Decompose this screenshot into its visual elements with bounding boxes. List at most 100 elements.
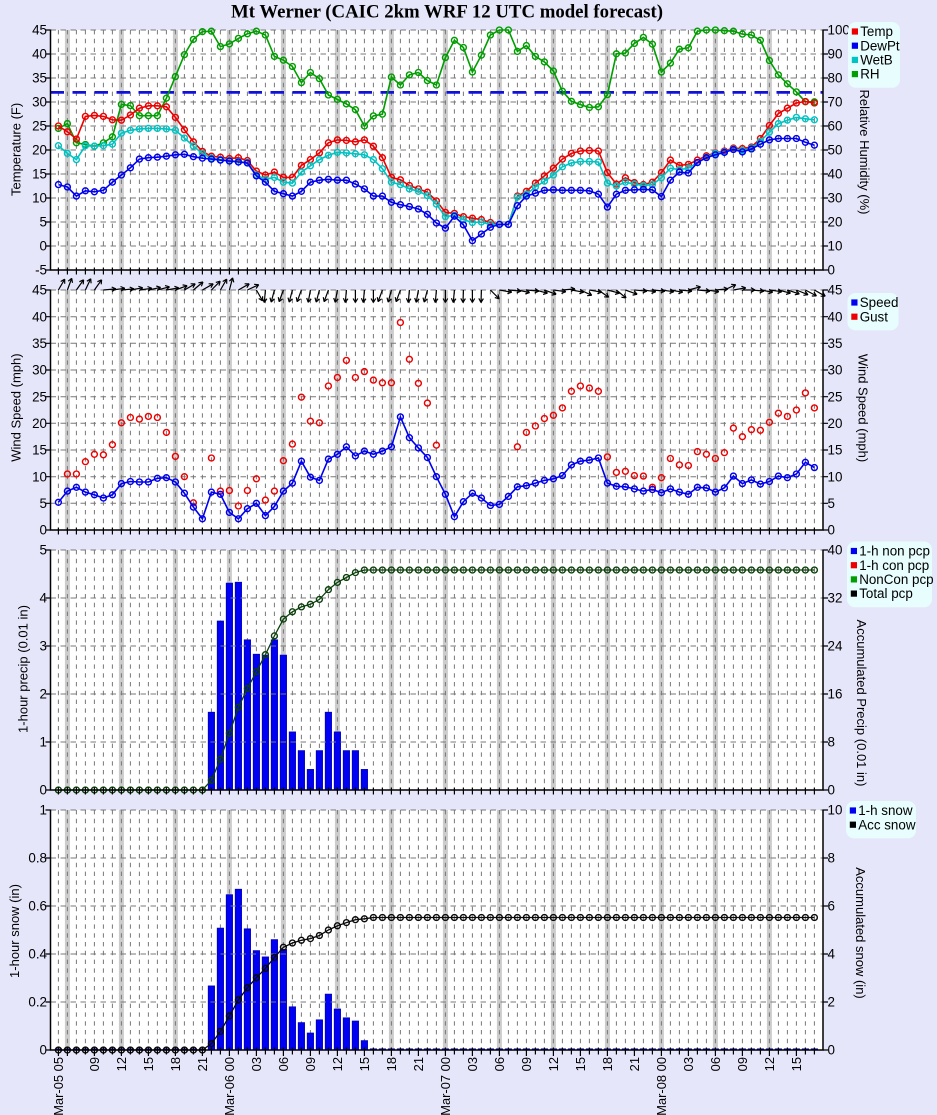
svg-text:0: 0 [828, 1043, 835, 1058]
svg-text:WetB: WetB [860, 53, 893, 68]
svg-text:0: 0 [40, 1043, 47, 1058]
svg-text:3: 3 [40, 639, 47, 654]
svg-text:24: 24 [828, 639, 843, 654]
svg-text:25: 25 [32, 119, 47, 134]
svg-text:03: 03 [681, 1057, 696, 1071]
svg-text:10: 10 [828, 239, 843, 254]
svg-text:10: 10 [32, 469, 47, 484]
svg-text:35: 35 [32, 71, 47, 86]
svg-text:100: 100 [828, 23, 850, 38]
svg-text:0.6: 0.6 [28, 899, 47, 914]
svg-text:09: 09 [303, 1057, 318, 1071]
svg-text:Wind Speed (mph): Wind Speed (mph) [855, 354, 870, 462]
svg-text:30: 30 [32, 95, 47, 110]
svg-text:60: 60 [828, 119, 843, 134]
svg-text:1-h non pcp: 1-h non pcp [859, 544, 930, 559]
svg-text:80: 80 [828, 71, 843, 86]
svg-text:Temp: Temp [860, 24, 893, 39]
svg-text:25: 25 [828, 389, 843, 404]
svg-text:20: 20 [32, 416, 47, 431]
svg-text:15: 15 [141, 1057, 156, 1071]
svg-text:8: 8 [828, 735, 835, 750]
svg-text:15: 15 [32, 167, 47, 182]
svg-text:06: 06 [492, 1057, 507, 1071]
svg-text:1: 1 [40, 735, 47, 750]
svg-text:45: 45 [32, 23, 47, 38]
svg-text:1-hour precip (0.01 in): 1-hour precip (0.01 in) [16, 605, 31, 733]
svg-text:5: 5 [40, 543, 47, 558]
svg-text:2: 2 [828, 995, 835, 1010]
svg-text:70: 70 [828, 95, 843, 110]
svg-text:45: 45 [32, 283, 47, 298]
svg-text:-5: -5 [35, 263, 47, 278]
svg-text:20: 20 [828, 416, 843, 431]
svg-text:6: 6 [828, 899, 835, 914]
svg-text:12: 12 [762, 1057, 777, 1071]
svg-text:50: 50 [828, 143, 843, 158]
svg-text:32: 32 [828, 591, 843, 606]
svg-text:40: 40 [32, 309, 47, 324]
svg-text:40: 40 [32, 47, 47, 62]
svg-text:0: 0 [40, 783, 47, 798]
svg-text:20: 20 [32, 143, 47, 158]
svg-text:0.2: 0.2 [28, 995, 47, 1010]
svg-text:25: 25 [32, 389, 47, 404]
svg-text:15: 15 [357, 1057, 372, 1071]
svg-text:18: 18 [600, 1057, 615, 1071]
svg-text:1-hour snow (in): 1-hour snow (in) [7, 884, 22, 978]
svg-text:30: 30 [32, 363, 47, 378]
svg-text:Mt Werner (CAIC 2km WRF 12 UTC: Mt Werner (CAIC 2km WRF 12 UTC model for… [231, 2, 663, 23]
svg-text:0: 0 [828, 783, 835, 798]
svg-text:5: 5 [40, 496, 47, 511]
svg-text:21: 21 [195, 1057, 210, 1071]
svg-text:18: 18 [168, 1057, 183, 1071]
svg-text:09: 09 [735, 1057, 750, 1071]
svg-text:21: 21 [411, 1057, 426, 1071]
svg-text:Mar-06 00: Mar-06 00 [222, 1057, 237, 1115]
svg-text:06: 06 [276, 1057, 291, 1071]
svg-text:16: 16 [828, 687, 843, 702]
svg-text:09: 09 [87, 1057, 102, 1071]
svg-text:0.8: 0.8 [28, 851, 47, 866]
svg-text:Mar-05 05: Mar-05 05 [51, 1057, 66, 1115]
svg-text:40: 40 [828, 543, 843, 558]
svg-text:1: 1 [40, 803, 47, 818]
svg-text:4: 4 [828, 947, 836, 962]
svg-text:15: 15 [573, 1057, 588, 1071]
svg-text:Mar-07 00: Mar-07 00 [438, 1057, 453, 1115]
svg-text:03: 03 [249, 1057, 264, 1071]
svg-text:21: 21 [627, 1057, 642, 1071]
svg-text:NonCon pcp: NonCon pcp [859, 572, 933, 587]
svg-text:4: 4 [40, 591, 48, 606]
svg-text:5: 5 [40, 215, 47, 230]
svg-text:15: 15 [32, 443, 47, 458]
svg-text:90: 90 [828, 47, 843, 62]
svg-text:5: 5 [828, 496, 835, 511]
svg-text:1-h snow: 1-h snow [858, 803, 913, 818]
svg-text:40: 40 [828, 167, 843, 182]
svg-text:03: 03 [465, 1057, 480, 1071]
svg-text:Accumulated Precip (0.01 in): Accumulated Precip (0.01 in) [854, 620, 869, 787]
svg-text:Temperature (F): Temperature (F) [9, 103, 24, 196]
svg-text:20: 20 [828, 215, 843, 230]
svg-text:Mar-08 00: Mar-08 00 [654, 1057, 669, 1115]
svg-text:06: 06 [708, 1057, 723, 1071]
svg-text:Gust: Gust [860, 309, 889, 324]
svg-text:18: 18 [384, 1057, 399, 1071]
svg-text:09: 09 [519, 1057, 534, 1071]
svg-text:Total pcp: Total pcp [859, 586, 913, 601]
svg-text:35: 35 [32, 336, 47, 351]
svg-text:10: 10 [32, 191, 47, 206]
svg-text:15: 15 [828, 443, 843, 458]
svg-text:RH: RH [860, 67, 879, 82]
svg-text:35: 35 [828, 336, 843, 351]
svg-text:10: 10 [828, 469, 843, 484]
svg-text:40: 40 [828, 309, 843, 324]
svg-text:0: 0 [40, 523, 47, 538]
svg-text:10: 10 [828, 803, 843, 818]
svg-text:2: 2 [40, 687, 47, 702]
svg-text:15: 15 [789, 1057, 804, 1071]
svg-text:30: 30 [828, 363, 843, 378]
svg-text:0.4: 0.4 [28, 947, 47, 962]
svg-text:Wind Speed (mph): Wind Speed (mph) [9, 353, 24, 461]
